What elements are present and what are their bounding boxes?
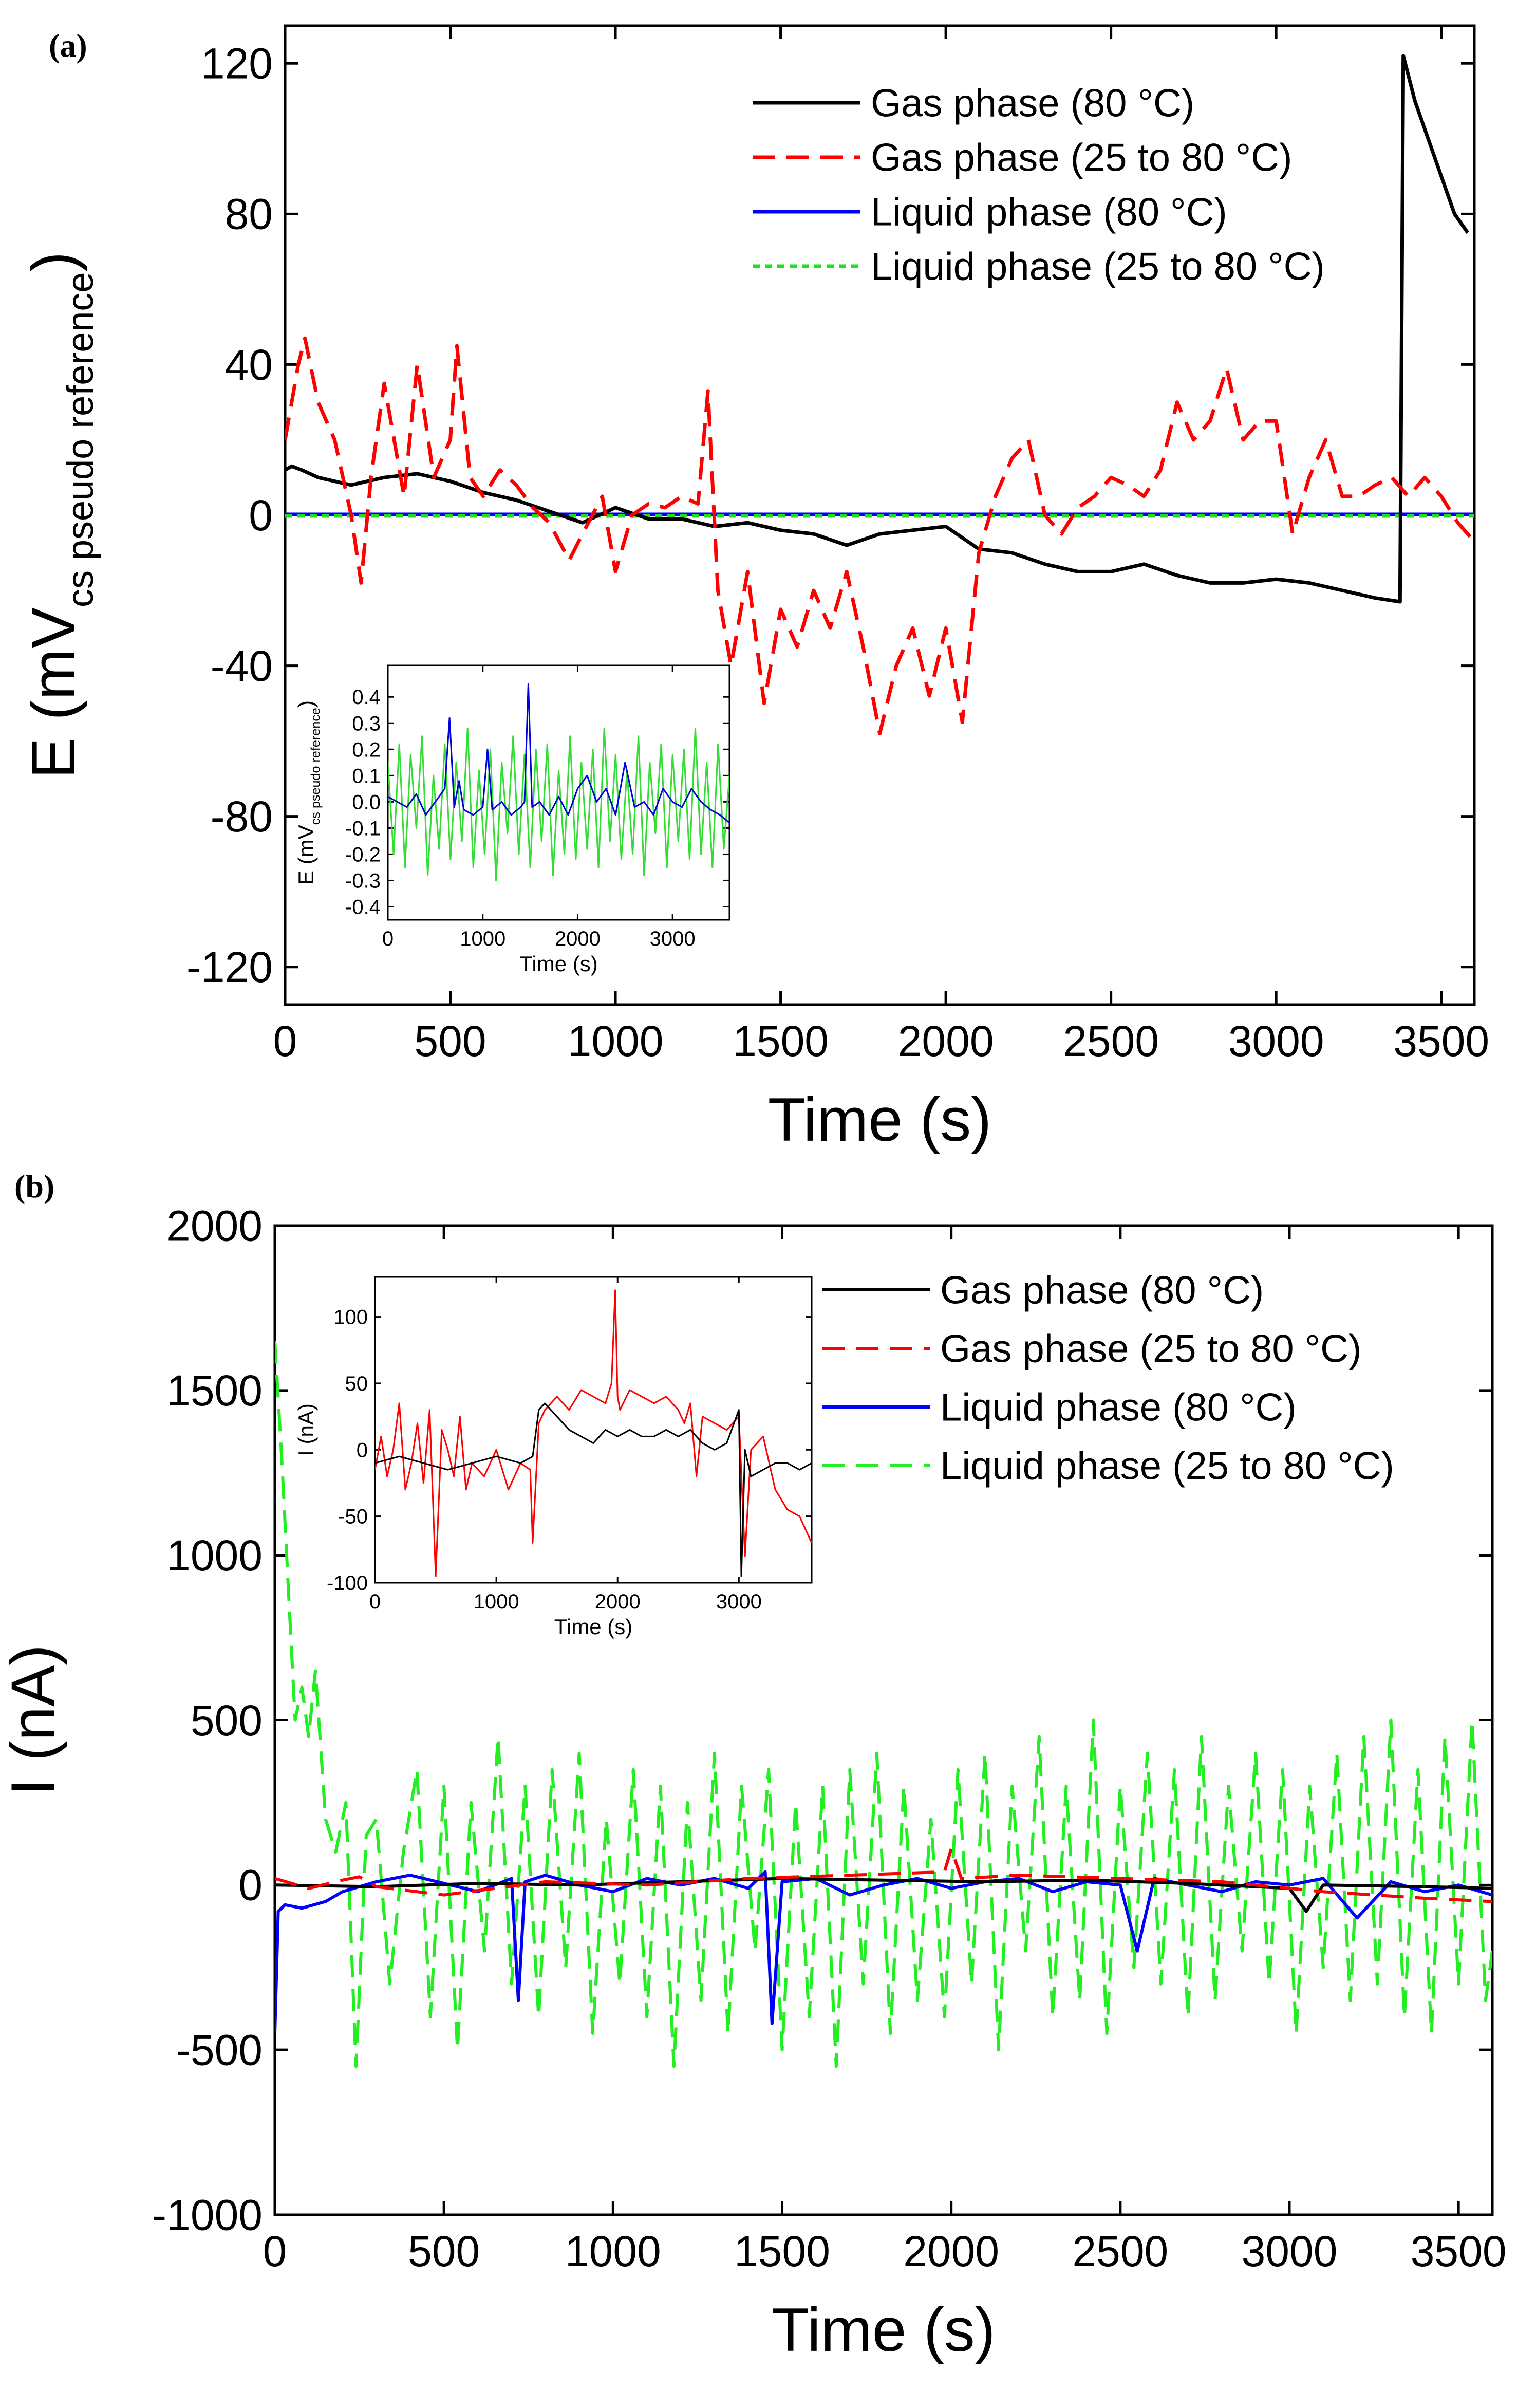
chart-a-y-tick-label: -40: [211, 642, 273, 690]
chart-b-legend-label: Liquid phase (80 °C): [940, 1386, 1297, 1430]
chart-a-legend: Gas phase (80 °C) Gas phase (25 to 80 °C)…: [753, 82, 1325, 289]
chart-a-y-tick-label: -120: [186, 943, 273, 991]
chart-b-y-tick-label: 2000: [166, 1201, 263, 1250]
chart-a-x-tick-label: 3500: [1393, 1017, 1489, 1065]
chart-a-x-tick-label: 3000: [1228, 1017, 1324, 1065]
chart-a-inset-series-group: [388, 683, 729, 881]
chart-b-inset-series-gas-phase-25-to-80-c: [375, 1289, 812, 1577]
chart-b-y-tick-label: 0: [238, 1861, 263, 1910]
chart-a-y-tick-label: 0: [249, 491, 273, 540]
chart-b-y-tick-label: -1000: [152, 2191, 263, 2239]
chart-a-inset-y-tick-label: -0.2: [345, 843, 381, 866]
chart-a-y-axis-title-close: ): [19, 252, 88, 272]
chart-a-inset-y-tick-label: 0.2: [352, 738, 381, 761]
chart-b-inset-x-tick-label: 1000: [474, 1590, 519, 1613]
chart-a-legend-label: Liquid phase (80 °C): [871, 191, 1227, 234]
chart-b-legend-label: Liquid phase (25 to 80 °C): [940, 1444, 1394, 1488]
chart-b-inset-plot-frame: [374, 1276, 813, 1584]
chart-a-inset-y-tick-label: 0.1: [352, 765, 381, 787]
chart-a-inset-y-tick-label: 0.0: [352, 791, 381, 813]
chart-b-x-axis-title: Time (s): [772, 2295, 995, 2364]
chart-b-inset-y-tick-label: 100: [333, 1306, 368, 1329]
chart-b-series-group: [275, 1341, 1492, 2068]
chart-a-legend-label: Gas phase (80 °C): [871, 82, 1194, 125]
chart-b-inset-x-tick-label: 3000: [716, 1590, 762, 1613]
chart-b-x-tick-label: 1000: [565, 2227, 661, 2275]
chart-b-legend: Gas phase (80 °C) Gas phase (25 to 80 °C)…: [822, 1269, 1394, 1488]
chart-a-y-axis-title-main: E (mV: [19, 607, 88, 779]
chart-a-x-tick-label: 1500: [733, 1017, 829, 1065]
chart-b-inset-x-tick-label: 2000: [595, 1590, 641, 1613]
chart-a-inset-series-liquid-phase-25-to-80-c: [388, 728, 729, 881]
chart-a-y-axis-title-subscript: cs pseudo reference: [60, 272, 101, 607]
chart-b-x-tick-label: 500: [408, 2227, 480, 2275]
chart-b-inset-x-axis-title: Time (s): [554, 1615, 632, 1639]
chart-a-inset-x-tick-label: 1000: [460, 928, 505, 950]
chart-b-x-tick-label: 3000: [1242, 2227, 1338, 2275]
chart-b-x-tick-label: 3500: [1411, 2227, 1507, 2275]
chart-a-inset-y-axis-title: E (mVcs pseudo reference): [294, 700, 323, 885]
chart-a-inset-plot-frame: [387, 664, 730, 921]
chart-b-series-liquid-phase-25-to-80-c: [275, 1341, 1492, 2068]
chart-b-x-tick-label: 0: [263, 2227, 287, 2275]
chart-a-y-axis-title: E (mVcs pseudo reference): [19, 252, 101, 779]
chart-b-y-tick-label: 500: [191, 1696, 263, 1745]
chart-b-series-gas-phase-25-to-80-c: [275, 1847, 1492, 1903]
chart-a-inset-y-tick-label: 0.3: [352, 712, 381, 735]
chart-b-inset-y-tick-label: -50: [338, 1506, 368, 1528]
chart-a-inset-y-tick-label: -0.1: [345, 817, 381, 840]
chart-a-inset-y-axis-title-main: E (mV: [294, 825, 318, 885]
chart-a-legend-label: Gas phase (25 to 80 °C): [871, 136, 1292, 180]
chart-a-y-tick-label: 80: [225, 190, 273, 238]
chart-b-y-tick-label: -500: [176, 2026, 263, 2074]
chart-a-inset-y-tick-label: -0.3: [345, 869, 381, 892]
chart-a-inset-y-axis-title-subscript: cs pseudo reference: [309, 708, 323, 825]
chart-a-inset-x-tick-label: 0: [382, 928, 394, 950]
chart-b-x-tick-label: 2500: [1072, 2227, 1168, 2275]
chart-a-x-tick-label: 2000: [898, 1017, 994, 1065]
chart-b-inset-series-group: [375, 1289, 812, 1577]
chart-b-legend-label: Gas phase (25 to 80 °C): [940, 1327, 1361, 1371]
chart-a-y-tick-label: -80: [211, 792, 273, 841]
chart-a-inset-y-axis-title-close: ): [294, 700, 318, 708]
chart-a-x-tick-label: 1000: [568, 1017, 664, 1065]
panel-b-label: (b): [14, 1168, 54, 1205]
chart-a-x-tick-label: 500: [414, 1017, 486, 1065]
chart-b-x-tick-label: 1500: [734, 2227, 830, 2275]
chart-a-x-tick-label: 0: [273, 1017, 297, 1065]
chart-a-inset-y-tick-label: 0.4: [352, 686, 381, 709]
chart-a-series-gas-phase-25-to-80-c: [285, 336, 1473, 735]
panel-a-label: (a): [49, 27, 87, 64]
chart-panel-b: (b) 0 500 1000 1500 2000 2500 3000 3500-1000-50…: [0, 1168, 1507, 2364]
chart-b-y-tick-label: 1500: [166, 1366, 263, 1415]
chart-a-inset-background: [388, 665, 729, 920]
chart-a-series-group: [285, 54, 1474, 735]
chart-a-legend-label: Liquid phase (25 to 80 °C): [871, 245, 1325, 289]
chart-b-inset-x-tick-label: 0: [369, 1590, 381, 1613]
chart-panel-a: (a) 0 500 1000 1500 2000 2500 3000 3500 -120 -80 -…: [19, 24, 1489, 1154]
chart-a-inset-series-liquid-phase-80-c: [388, 683, 729, 824]
chart-a-x-tick-label: 2500: [1063, 1017, 1159, 1065]
chart-a-series-gas-phase-80-c: [285, 54, 1469, 604]
chart-b-y-tick-label: 1000: [166, 1531, 263, 1580]
chart-b-inset-y-tick-label: -100: [327, 1572, 368, 1595]
chart-a-x-axis-title: Time (s): [768, 1085, 991, 1154]
chart-a-inset-y-tick-label: -0.4: [345, 896, 381, 918]
chart-a-inset-x-tick-label: 2000: [555, 928, 601, 950]
chart-b-series-gas-phase-80-c: [275, 1877, 1492, 1913]
chart-b-inset-series-gas-phase-80-c: [375, 1402, 812, 1577]
chart-b-inset-y-tick-label: 0: [357, 1439, 368, 1461]
chart-a-inset-x-axis-title: Time (s): [519, 952, 597, 976]
chart-b-x-tick-label: 2000: [903, 2227, 999, 2275]
chart-a-y-tick-label: 120: [201, 40, 273, 88]
chart-b-inset-y-axis-title: I (nA): [294, 1403, 318, 1456]
chart-b-y-axis-title: I (nA): [0, 1645, 67, 1795]
chart-a-y-tick-label: 40: [225, 341, 273, 389]
chart-b-legend-label: Gas phase (80 °C): [940, 1269, 1264, 1312]
chart-b-inset-y-tick-label: 50: [345, 1373, 368, 1395]
chart-a-inset-x-tick-label: 3000: [650, 928, 696, 950]
